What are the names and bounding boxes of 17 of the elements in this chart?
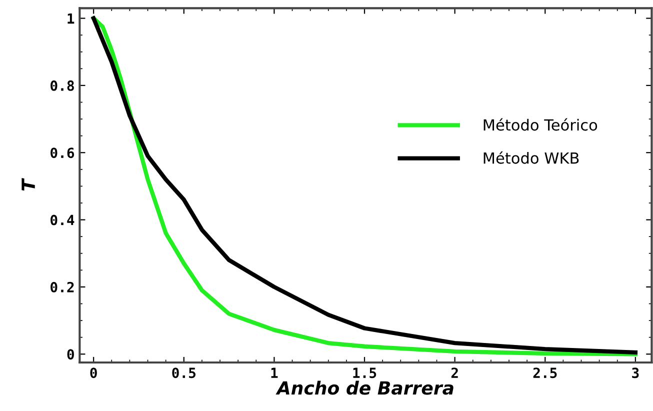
y-tick-label: 0 bbox=[67, 349, 74, 360]
y-axis-title: T bbox=[22, 178, 35, 191]
y-tick-label: 0.6 bbox=[50, 148, 74, 158]
y-tick-label: 0.2 bbox=[50, 282, 74, 292]
x-tick-label: 2.5 bbox=[533, 368, 557, 378]
x-tick-label: 0.5 bbox=[172, 368, 196, 378]
legend-label: Método WKB bbox=[484, 151, 579, 164]
y-tick-label: 0.4 bbox=[50, 214, 74, 226]
x-tick-label: 1 bbox=[271, 368, 278, 378]
x-tick-label: 3 bbox=[632, 368, 639, 378]
y-tick-label: 0.8 bbox=[50, 80, 74, 91]
x-tick-label: 0 bbox=[90, 368, 97, 378]
x-tick-label: 1.5 bbox=[353, 368, 376, 378]
legend-label: Método Teórico bbox=[484, 118, 598, 131]
y-tick-label: 1 bbox=[68, 13, 74, 24]
x-axis-title: Ancho de Barrera bbox=[276, 380, 454, 395]
x-tick-label: 2 bbox=[451, 368, 458, 378]
